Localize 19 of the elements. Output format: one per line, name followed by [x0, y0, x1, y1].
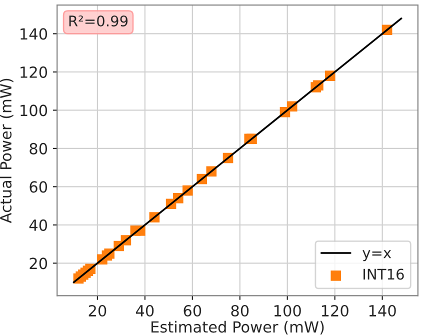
y-tick-label: 80	[30, 142, 48, 154]
y-tick-label: 120	[20, 66, 48, 78]
y-axis-title: Actual Power (mW)	[0, 78, 14, 224]
x-tick-label: 120	[322, 304, 348, 317]
x-axis-title: Estimated Power (mW)	[152, 320, 324, 335]
annotation: R²=0.99	[69, 15, 128, 26]
x-tick-label: 40	[136, 304, 154, 317]
y-tick-label: 60	[30, 181, 48, 193]
y-tick-label: 20	[30, 258, 48, 270]
x-tick-label: 140	[369, 304, 396, 317]
legend-label: y=x	[362, 250, 392, 262]
y-tick-label: 40	[29, 219, 48, 231]
x-tick-label: 80	[231, 304, 249, 317]
y-tick-label: 100	[20, 104, 48, 116]
x-tick-label: 20	[88, 304, 106, 317]
legend-label: INT16	[364, 268, 404, 280]
x-tick-label: 100	[274, 304, 301, 317]
x-tick-label: 60	[184, 304, 202, 317]
y-tick-label: 140	[20, 28, 48, 40]
